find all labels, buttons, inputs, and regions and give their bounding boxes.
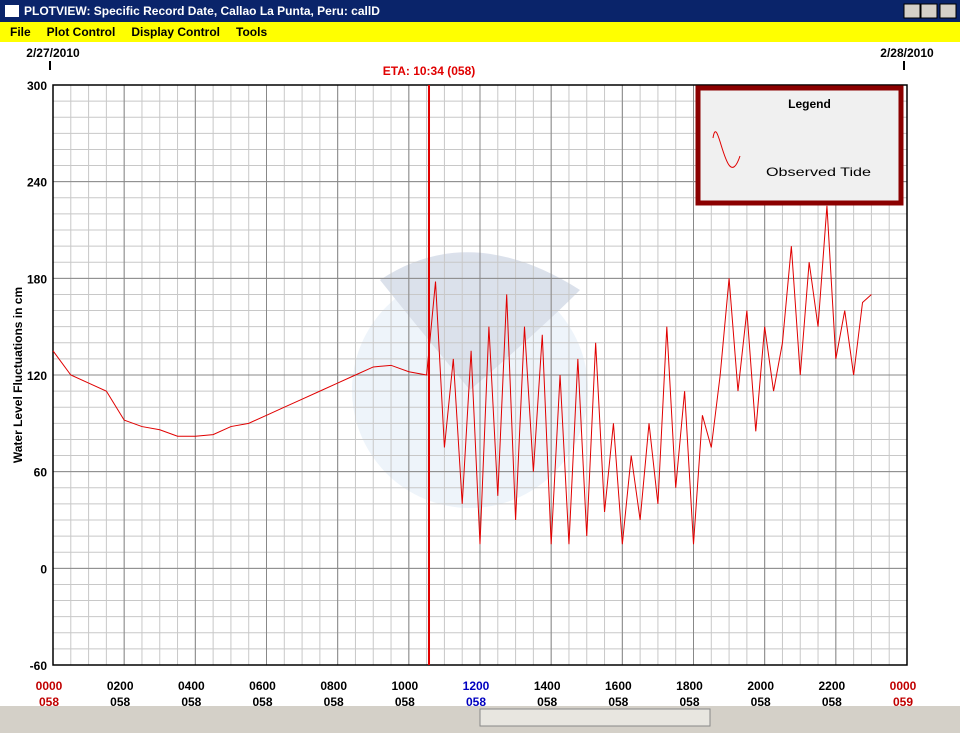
x-tick-day: 058 (324, 695, 344, 709)
y-tick-label: 300 (27, 79, 47, 93)
x-tick-day: 058 (395, 695, 415, 709)
legend-title: Legend (788, 97, 831, 111)
scroll-thumb[interactable] (479, 708, 711, 727)
legend-box (695, 85, 904, 206)
menu-bar (0, 22, 960, 42)
x-tick-label: 0600 (249, 679, 276, 693)
x-tick-label: 0000 (890, 679, 917, 693)
x-tick-label: 1200 (463, 679, 490, 693)
menu-item[interactable]: Plot Control (47, 25, 116, 39)
x-tick-day: 058 (466, 695, 486, 709)
minimize-button[interactable] (903, 3, 921, 19)
title-bar (0, 0, 960, 22)
y-tick-label: 180 (27, 272, 47, 286)
y-tick-label: 0 (40, 562, 47, 576)
x-tick-day: 058 (110, 695, 130, 709)
close-button[interactable] (939, 3, 957, 19)
x-tick-day: 058 (822, 695, 842, 709)
date-label: 2/27/2010 (26, 46, 80, 60)
x-tick-label: 2000 (747, 679, 774, 693)
plot-border (52, 84, 908, 666)
y-tick-label: -60 (30, 659, 48, 673)
menu-item[interactable]: File (10, 25, 31, 39)
data-line (52, 205, 872, 545)
x-tick-label: 0200 (107, 679, 134, 693)
app-icon (5, 5, 19, 17)
x-tick-day: 058 (181, 695, 201, 709)
x-tick-day: 058 (252, 695, 272, 709)
y-tick-label: 120 (27, 369, 47, 383)
x-tick-label: 0400 (178, 679, 205, 693)
x-tick-day: 058 (751, 695, 771, 709)
y-axis-label: Water Level Fluctuations in cm (11, 287, 25, 463)
x-tick-day: 058 (608, 695, 628, 709)
legend-swatch (712, 131, 741, 168)
x-tick-label: 1800 (676, 679, 703, 693)
window-title: PLOTVIEW: Specific Record Date, Callao L… (24, 4, 380, 18)
menu-item[interactable]: Display Control (131, 25, 220, 39)
x-tick-day: 058 (537, 695, 557, 709)
eta-label: ETA: 10:34 (058) (383, 64, 475, 78)
y-tick-label: 60 (34, 466, 48, 480)
x-tick-day: 058 (39, 695, 59, 709)
x-tick-label: 2200 (818, 679, 845, 693)
x-tick-label: 0000 (36, 679, 63, 693)
x-tick-label: 1400 (534, 679, 561, 693)
y-tick-label: 240 (27, 176, 47, 190)
date-label: 2/28/2010 (880, 46, 934, 60)
x-tick-label: 1000 (391, 679, 418, 693)
x-tick-day: 058 (679, 695, 699, 709)
menu-item[interactable]: Tools (236, 25, 267, 39)
x-tick-day: 059 (893, 695, 913, 709)
x-tick-label: 1600 (605, 679, 632, 693)
legend-label: Observed Tide (766, 165, 871, 179)
x-tick-label: 0800 (320, 679, 347, 693)
maximize-button[interactable] (920, 3, 938, 19)
